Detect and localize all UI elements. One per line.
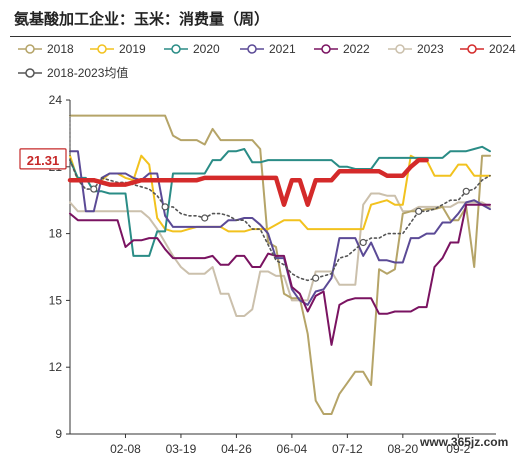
legend-swatch — [164, 44, 188, 54]
legend-label: 2018 — [47, 42, 74, 56]
x-tick-label: 09-2 — [446, 442, 470, 456]
legend-swatch — [240, 44, 264, 54]
chart-title: 氨基酸加工企业：玉米：消费量（周） — [14, 10, 270, 28]
series-point — [312, 274, 320, 282]
y-tick-label: 15 — [49, 293, 63, 307]
legend-label: 2023 — [417, 42, 444, 56]
legend-label: 2018-2023均值 — [47, 66, 129, 80]
legend-swatch — [18, 67, 42, 78]
legend-item[interactable]: 2020 — [164, 42, 220, 56]
legend-item[interactable]: 2023 — [388, 42, 444, 56]
series-point — [161, 203, 169, 211]
legend-swatch — [314, 44, 338, 54]
legend-swatch — [18, 44, 42, 54]
x-tick-label: 08-20 — [387, 442, 418, 456]
legend-item[interactable]: 2022 — [314, 42, 370, 56]
legend-item[interactable]: 2018-2023均值 — [18, 64, 128, 81]
watermark-text: www.365jz.com — [420, 435, 509, 449]
x-tick-label: 07-12 — [332, 442, 363, 456]
legend-item[interactable]: 2024 — [460, 42, 516, 56]
series-line-2024 — [67, 157, 429, 207]
legend-label: 2021 — [269, 42, 296, 56]
series-point — [90, 185, 98, 193]
legend-item[interactable]: 2021 — [240, 42, 296, 56]
legend-item[interactable]: 2018 — [18, 42, 74, 56]
series-point — [415, 207, 423, 215]
y-tick-label: 9 — [55, 427, 62, 441]
chart-series — [67, 114, 491, 415]
y-tick-label: 12 — [49, 360, 63, 374]
x-tick-label: 06-04 — [277, 442, 308, 456]
x-tick-label: 03-19 — [166, 442, 197, 456]
series-point — [359, 238, 367, 247]
current-value-callout: 21.31 — [19, 114, 71, 170]
legend-swatch — [90, 44, 114, 54]
legend-label: 2020 — [193, 42, 220, 56]
legend-swatch — [460, 44, 484, 54]
legend-item[interactable]: 2019 — [90, 42, 146, 56]
legend-label: 2022 — [343, 42, 370, 56]
legend-swatch — [388, 44, 412, 54]
legend-label: 2024 — [489, 42, 516, 56]
series-point — [201, 214, 209, 222]
x-tick-label: 04-26 — [221, 442, 252, 456]
x-tick-label: 02-08 — [110, 442, 141, 456]
title-divider — [10, 36, 511, 37]
series-line-2018-2023均值 — [69, 159, 491, 282]
y-tick-label: 24 — [49, 93, 63, 107]
legend-label: 2019 — [119, 42, 146, 56]
current-value-box — [19, 148, 67, 170]
current-value-label: 21.31 — [27, 153, 60, 168]
series-line-2021 — [69, 150, 491, 306]
series-line-2022 — [69, 203, 491, 346]
series-point — [462, 187, 470, 195]
y-tick-label: 18 — [49, 227, 63, 241]
